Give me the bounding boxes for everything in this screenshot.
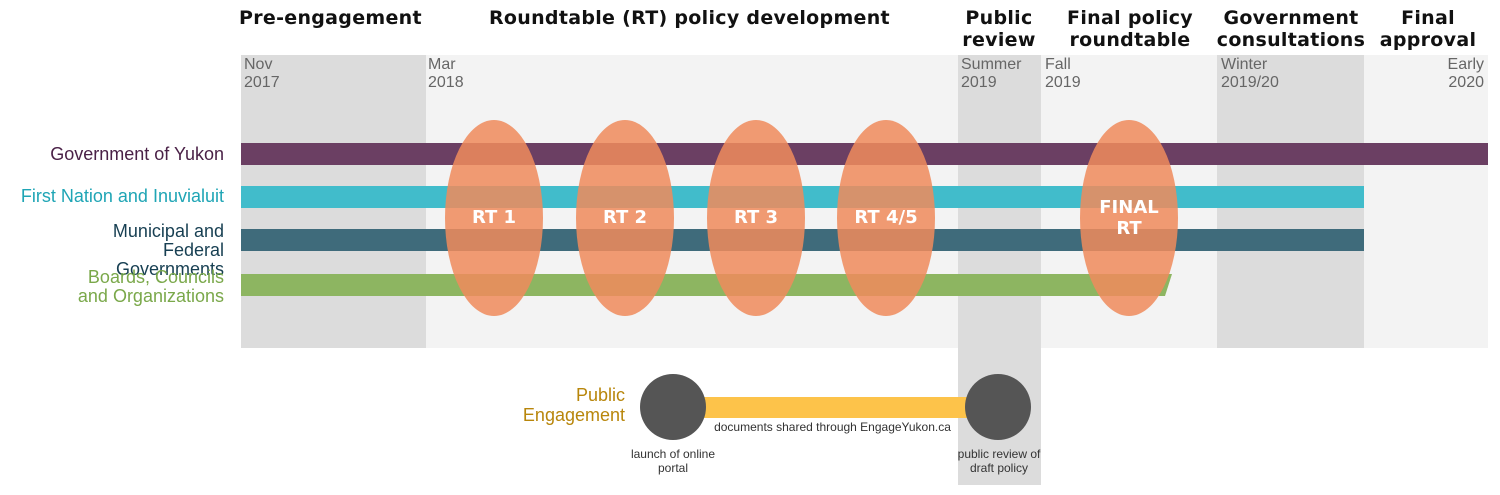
stakeholder-label-municipal-federal: Municipal and Federal Governments [112,221,224,279]
phase-heading-government-consultations: Government consultations [1216,7,1366,51]
date-early-2020: Early 2020 [1400,56,1484,92]
stakeholder-label-first-nation: First Nation and Inuvialuit [20,186,224,206]
launch-portal-label: launch of online portal [630,447,716,475]
public-engagement-title: Public Engagement [522,385,625,425]
date-nov-2017: Nov 2017 [244,56,280,92]
roundtable-label-final: FINAL RT [1099,197,1159,239]
roundtable-3 [707,120,805,316]
bar-boards-councils [241,274,1172,296]
public-review-label: public review of draft policy [957,447,1041,475]
node-public-review [965,374,1031,440]
roundtable-label-3: RT 3 [733,207,779,228]
phase-heading-public-review: Public review [962,7,1036,51]
date-fall-2019: Fall 2019 [1045,56,1081,92]
date-season: Summer [961,56,1022,73]
date-mar-2018: Mar 2018 [428,56,464,92]
roundtable-1 [445,120,543,316]
phase-heading-final-approval: Final approval [1379,7,1477,51]
date-year: 2019/20 [1221,74,1279,91]
roundtable-final [1080,120,1178,316]
column-final-approval [1364,55,1488,348]
roundtable-4-5 [837,120,935,316]
date-summer-2019: Summer 2019 [961,56,1021,92]
phase-heading-pre-engagement: Pre-engagement [239,7,422,29]
date-year: 2017 [244,74,280,91]
date-year: 2019 [961,74,997,91]
phase-heading-final-roundtable: Final policy roundtable [1067,7,1193,51]
date-season: Mar [428,56,456,73]
date-year: 2018 [428,74,464,91]
date-year: 2020 [1448,74,1484,91]
roundtable-label-1: RT 1 [471,207,517,228]
stakeholder-label-government-of-yukon: Government of Yukon [50,144,224,164]
date-year: 2019 [1045,74,1081,91]
roundtable-2 [576,120,674,316]
node-launch-portal [640,374,706,440]
stakeholder-label-boards-councils: Boards, Councils and Organizations [77,267,224,306]
engagement-bar-label: documents shared through EngageYukon.ca [714,420,951,434]
date-winter-2019-20: Winter 2019/20 [1221,56,1279,92]
date-season: Nov [244,56,273,73]
roundtable-label-2: RT 2 [602,207,648,228]
date-season: Winter [1221,56,1268,73]
engagement-bar [695,397,970,418]
roundtable-label-4-5: RT 4/5 [854,207,918,228]
phase-heading-roundtable: Roundtable (RT) policy development [489,7,890,29]
date-season: Early [1447,56,1484,73]
date-season: Fall [1045,56,1071,73]
